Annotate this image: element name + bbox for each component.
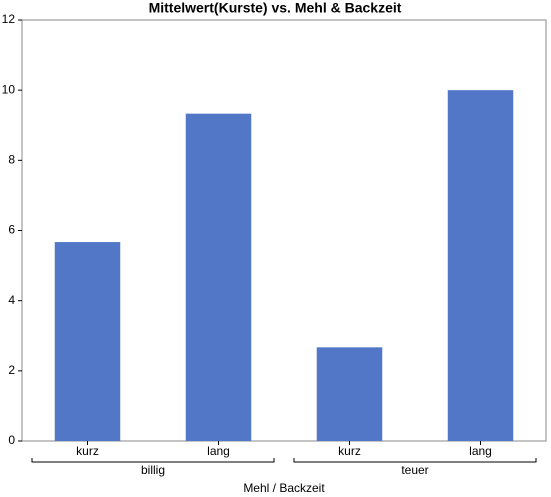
- group-bracket: [293, 458, 537, 463]
- bar: [316, 347, 383, 441]
- y-tick-label: 8: [8, 153, 15, 167]
- x-tick-label: lang: [207, 444, 230, 458]
- y-tick-label: 12: [2, 12, 16, 26]
- y-tick-label: 6: [8, 223, 15, 237]
- y-tick-label: 10: [2, 82, 16, 96]
- y-tick-label: 2: [8, 363, 15, 377]
- bar: [185, 113, 252, 442]
- bar: [54, 242, 121, 441]
- y-tick-label: 0: [8, 433, 15, 447]
- group-bracket: [31, 458, 275, 463]
- x-tick-label: lang: [469, 444, 492, 458]
- bar: [447, 90, 514, 442]
- x-axis-label: Mehl / Backzeit: [243, 481, 325, 495]
- x-tick-label: kurz: [338, 444, 361, 458]
- group-label: billig: [141, 463, 165, 477]
- group-label: teuer: [401, 463, 428, 477]
- chart-title: Mittelwert(Kurste) vs. Mehl & Backzeit: [149, 0, 402, 16]
- x-tick-label: kurz: [76, 444, 99, 458]
- y-tick-label: 4: [8, 293, 15, 307]
